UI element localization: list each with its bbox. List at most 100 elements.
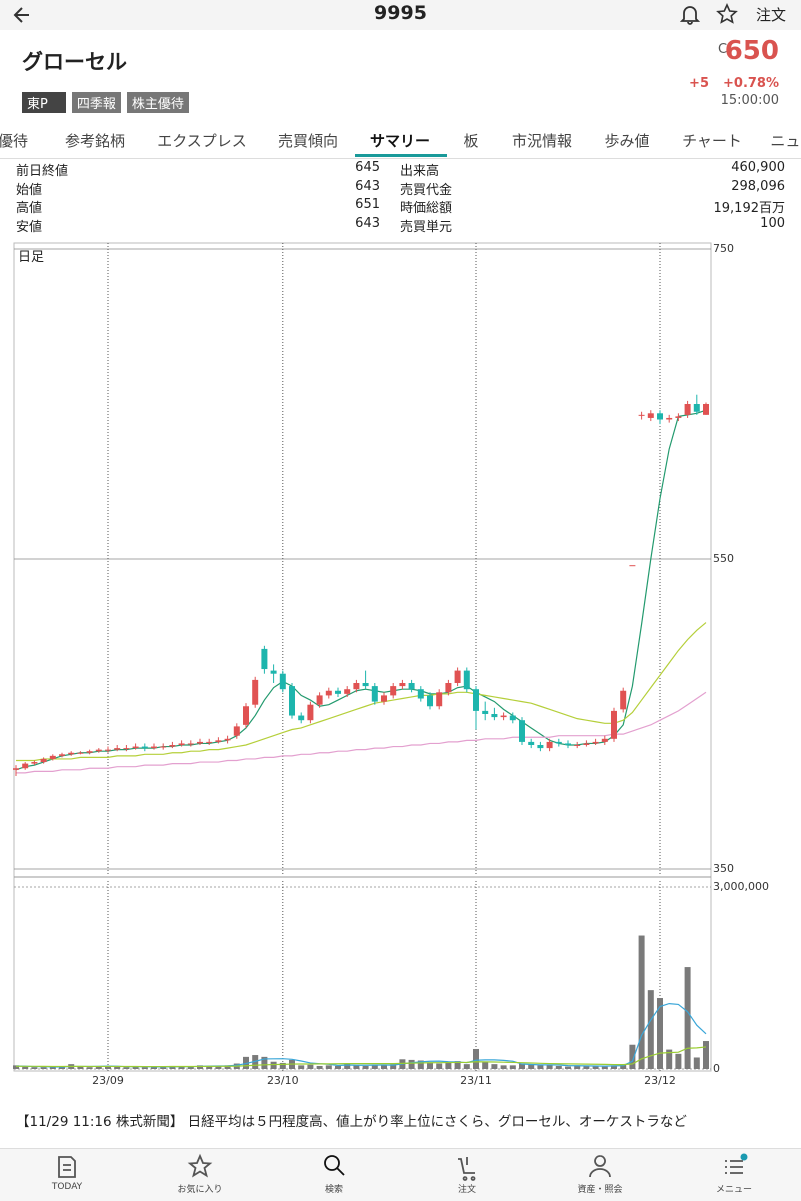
volume-bar [224,1065,231,1069]
quote-label: 出来高 [400,164,440,179]
tab[interactable]: エクスプレス [157,132,247,150]
tag[interactable]: 四季報 [71,92,121,113]
candle-body [243,706,249,725]
news-ticker[interactable]: 【11/29 11:16 株式新聞】 日経平均は５円程度高、値上がり率上位にさく… [16,1114,687,1130]
candle-body [206,741,213,743]
tab[interactable]: 参考銘柄 [64,132,126,150]
candle-body [114,748,121,750]
x-tick-label: 23/12 [644,1074,676,1087]
volume-bar [123,1067,130,1069]
volume-bar [427,1062,433,1069]
quote-value: 643 [355,178,380,194]
x-tick-label: 23/10 [267,1074,299,1087]
tab[interactable]: サマリー [369,132,431,150]
candle-body [95,749,102,752]
quote-value: 100 [760,215,785,231]
nav-icon[interactable] [52,1152,82,1182]
candle-body [252,679,259,705]
candle-body [233,726,240,736]
volume-bar [31,1067,38,1069]
nav-label[interactable]: お気に入り [177,1185,223,1195]
back-button[interactable] [12,5,32,25]
candle-body [482,710,489,714]
volume-bar [114,1066,121,1069]
volume-bar [270,1061,277,1069]
candle-body [638,414,645,416]
candle-body [169,745,176,747]
nav-label[interactable]: 注文 [457,1185,477,1195]
nav-icon[interactable] [719,1152,749,1182]
candle-body [279,673,286,690]
quote-value: 298,096 [731,178,785,194]
order-button[interactable]: 注文 [756,6,787,24]
icon-shape [725,1160,743,1174]
quote-label: 前日終値 [16,164,69,179]
volume-bar [353,1065,360,1069]
volume-bar [417,1060,424,1069]
candle-body [399,683,406,687]
volume-bar [316,1065,323,1069]
moving-average-line [16,691,707,774]
volume-bar [95,1066,102,1069]
candle-body [601,738,608,742]
candle-body [105,749,111,751]
icon-shape [324,1155,345,1176]
favorite-button[interactable] [716,3,738,25]
tab[interactable]: 市況情報 [511,132,573,150]
candle-body [555,741,562,744]
alert-button[interactable] [680,3,700,25]
tab[interactable]: ニュース [770,132,801,150]
y-tick-label: 0 [713,1062,720,1075]
time: 15:00:00 [720,93,779,108]
volume-bar [160,1067,167,1069]
volume-bar [151,1067,157,1069]
candle-body [537,745,544,749]
candle-body [491,714,498,718]
volume-bar [454,1061,461,1069]
tag[interactable]: 株主優待 [126,92,189,113]
x-tick-label: 23/09 [92,1074,124,1087]
candle-body [647,413,654,418]
volume-bar [546,1065,553,1069]
volume-bar [252,1055,259,1069]
volume-bar [500,1065,507,1069]
nav-label[interactable]: 検索 [324,1185,344,1195]
nav-label[interactable]: メニュー [715,1185,753,1195]
nav-icon[interactable] [452,1152,482,1182]
volume-bar [178,1066,185,1069]
volume-bar [482,1062,489,1069]
market-tag[interactable]: 東P [22,92,66,113]
candle-body [574,745,581,746]
volume-bar [703,1041,709,1069]
volume-bar [620,1064,627,1069]
candle-body [362,683,369,687]
tab[interactable]: 売買傾向 [277,132,339,150]
price: 650 [724,36,779,66]
tab[interactable]: 板 [463,132,479,150]
candle-body [353,683,360,690]
candle-body [666,417,673,420]
volume-bar [408,1059,415,1069]
tab[interactable]: 歩み値 [604,132,650,150]
candle-body [703,404,709,415]
nav-label[interactable]: 資産・照会 [577,1185,623,1195]
nav-icon[interactable] [585,1152,615,1182]
volume-bar [206,1065,213,1069]
candle-body [629,565,636,567]
candle-body [509,715,516,721]
volume-bar [583,1065,590,1069]
volume-bar [601,1066,608,1069]
candle-body [307,704,314,721]
tab[interactable]: 株主優待 [0,132,29,150]
quote-value: 460,900 [731,160,785,175]
candle-body [473,689,479,711]
nav-icon[interactable] [185,1152,215,1182]
volume-bar [519,1063,525,1069]
candle-body [583,743,590,745]
candle-body [371,686,378,702]
tab[interactable]: チャート [682,132,742,150]
nav-label[interactable]: TODAY [51,1182,83,1192]
volume-bar [693,1057,700,1069]
nav-icon[interactable] [319,1152,349,1182]
y-tick-label: 350 [713,862,734,875]
